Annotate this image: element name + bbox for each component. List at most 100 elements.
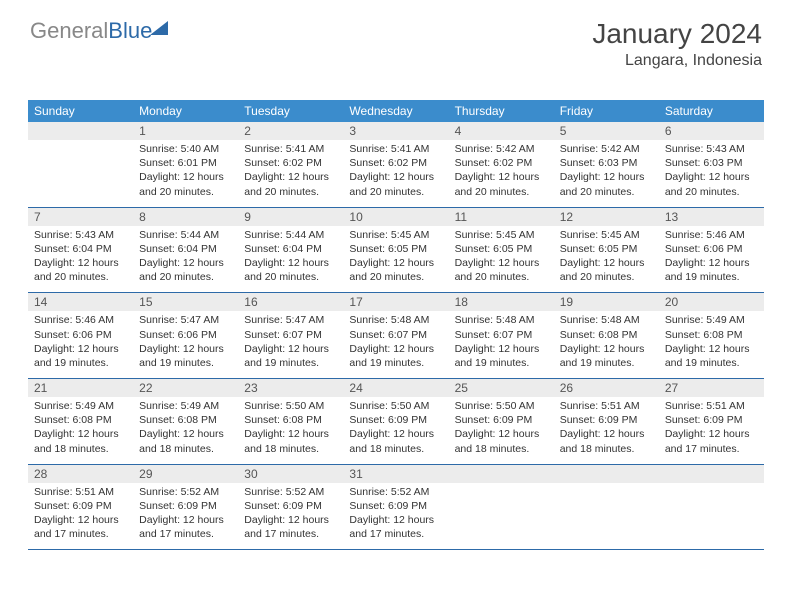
day-number (554, 465, 659, 483)
daylight-line-2: and 20 minutes. (349, 270, 442, 284)
daylight-line-2: and 18 minutes. (244, 442, 337, 456)
calendar-cell: 6Sunrise: 5:43 AMSunset: 6:03 PMDaylight… (659, 122, 764, 207)
day-body: Sunrise: 5:51 AMSunset: 6:09 PMDaylight:… (28, 483, 133, 550)
calendar-cell (28, 122, 133, 207)
daylight-line-2: and 19 minutes. (560, 356, 653, 370)
logo-part1: General (30, 18, 108, 43)
daylight-line-2: and 20 minutes. (560, 270, 653, 284)
daylight-line-1: Daylight: 12 hours (139, 513, 232, 527)
day-number: 12 (554, 208, 659, 226)
daylight-line-2: and 19 minutes. (139, 356, 232, 370)
page-title: January 2024 (592, 18, 762, 50)
daylight-line-1: Daylight: 12 hours (560, 342, 653, 356)
daylight-line-2: and 20 minutes. (244, 270, 337, 284)
daylight-line-2: and 20 minutes. (139, 270, 232, 284)
day-number: 4 (449, 122, 554, 140)
day-number: 28 (28, 465, 133, 483)
calendar-cell: 17Sunrise: 5:48 AMSunset: 6:07 PMDayligh… (343, 293, 448, 378)
daylight-line-1: Daylight: 12 hours (560, 256, 653, 270)
daylight-line-2: and 20 minutes. (455, 185, 548, 199)
logo: GeneralBlue (30, 18, 168, 44)
calendar: Sunday Monday Tuesday Wednesday Thursday… (28, 100, 764, 550)
calendar-cell: 19Sunrise: 5:48 AMSunset: 6:08 PMDayligh… (554, 293, 659, 378)
daylight-line-2: and 17 minutes. (349, 527, 442, 541)
logo-triangle-icon (150, 21, 168, 35)
daylight-line-2: and 20 minutes. (34, 270, 127, 284)
daylight-line-2: and 17 minutes. (139, 527, 232, 541)
day-number: 3 (343, 122, 448, 140)
day-header-tue: Tuesday (238, 100, 343, 122)
sunset-line: Sunset: 6:06 PM (34, 328, 127, 342)
daylight-line-2: and 19 minutes. (665, 270, 758, 284)
day-number: 6 (659, 122, 764, 140)
daylight-line-1: Daylight: 12 hours (665, 170, 758, 184)
day-body: Sunrise: 5:46 AMSunset: 6:06 PMDaylight:… (659, 226, 764, 293)
day-body: Sunrise: 5:46 AMSunset: 6:06 PMDaylight:… (28, 311, 133, 378)
day-number: 1 (133, 122, 238, 140)
daylight-line-1: Daylight: 12 hours (34, 427, 127, 441)
sunrise-line: Sunrise: 5:42 AM (560, 142, 653, 156)
day-number: 30 (238, 465, 343, 483)
daylight-line-2: and 20 minutes. (349, 185, 442, 199)
daylight-line-1: Daylight: 12 hours (560, 170, 653, 184)
daylight-line-1: Daylight: 12 hours (560, 427, 653, 441)
day-body: Sunrise: 5:50 AMSunset: 6:08 PMDaylight:… (238, 397, 343, 464)
day-body (659, 483, 764, 533)
daylight-line-2: and 18 minutes. (139, 442, 232, 456)
daylight-line-2: and 17 minutes. (244, 527, 337, 541)
day-number (449, 465, 554, 483)
sunrise-line: Sunrise: 5:47 AM (139, 313, 232, 327)
day-number: 26 (554, 379, 659, 397)
day-body: Sunrise: 5:44 AMSunset: 6:04 PMDaylight:… (238, 226, 343, 293)
day-body: Sunrise: 5:47 AMSunset: 6:06 PMDaylight:… (133, 311, 238, 378)
sunset-line: Sunset: 6:07 PM (349, 328, 442, 342)
day-number: 2 (238, 122, 343, 140)
daylight-line-1: Daylight: 12 hours (455, 256, 548, 270)
day-header-sat: Saturday (659, 100, 764, 122)
calendar-week: 1Sunrise: 5:40 AMSunset: 6:01 PMDaylight… (28, 122, 764, 208)
sunrise-line: Sunrise: 5:45 AM (455, 228, 548, 242)
calendar-week: 28Sunrise: 5:51 AMSunset: 6:09 PMDayligh… (28, 465, 764, 551)
calendar-cell: 14Sunrise: 5:46 AMSunset: 6:06 PMDayligh… (28, 293, 133, 378)
day-number: 25 (449, 379, 554, 397)
daylight-line-1: Daylight: 12 hours (34, 342, 127, 356)
sunrise-line: Sunrise: 5:45 AM (560, 228, 653, 242)
calendar-cell: 28Sunrise: 5:51 AMSunset: 6:09 PMDayligh… (28, 465, 133, 550)
day-body: Sunrise: 5:51 AMSunset: 6:09 PMDaylight:… (554, 397, 659, 464)
calendar-cell: 26Sunrise: 5:51 AMSunset: 6:09 PMDayligh… (554, 379, 659, 464)
calendar-cell: 13Sunrise: 5:46 AMSunset: 6:06 PMDayligh… (659, 208, 764, 293)
sunrise-line: Sunrise: 5:51 AM (34, 485, 127, 499)
sunset-line: Sunset: 6:08 PM (665, 328, 758, 342)
daylight-line-2: and 18 minutes. (349, 442, 442, 456)
daylight-line-2: and 19 minutes. (349, 356, 442, 370)
day-number: 21 (28, 379, 133, 397)
day-body: Sunrise: 5:50 AMSunset: 6:09 PMDaylight:… (449, 397, 554, 464)
sunset-line: Sunset: 6:06 PM (665, 242, 758, 256)
day-body: Sunrise: 5:45 AMSunset: 6:05 PMDaylight:… (554, 226, 659, 293)
calendar-week: 21Sunrise: 5:49 AMSunset: 6:08 PMDayligh… (28, 379, 764, 465)
sunrise-line: Sunrise: 5:44 AM (139, 228, 232, 242)
logo-text: GeneralBlue (30, 18, 152, 44)
day-number: 22 (133, 379, 238, 397)
day-header-fri: Friday (554, 100, 659, 122)
day-number: 17 (343, 293, 448, 311)
daylight-line-1: Daylight: 12 hours (244, 513, 337, 527)
day-number: 18 (449, 293, 554, 311)
sunrise-line: Sunrise: 5:46 AM (665, 228, 758, 242)
sunrise-line: Sunrise: 5:49 AM (665, 313, 758, 327)
sunrise-line: Sunrise: 5:52 AM (139, 485, 232, 499)
daylight-line-1: Daylight: 12 hours (139, 342, 232, 356)
sunset-line: Sunset: 6:02 PM (455, 156, 548, 170)
daylight-line-1: Daylight: 12 hours (665, 256, 758, 270)
day-number: 23 (238, 379, 343, 397)
sunset-line: Sunset: 6:09 PM (349, 499, 442, 513)
sunrise-line: Sunrise: 5:43 AM (34, 228, 127, 242)
day-body: Sunrise: 5:50 AMSunset: 6:09 PMDaylight:… (343, 397, 448, 464)
sunrise-line: Sunrise: 5:41 AM (349, 142, 442, 156)
sunset-line: Sunset: 6:08 PM (34, 413, 127, 427)
daylight-line-2: and 20 minutes. (455, 270, 548, 284)
sunrise-line: Sunrise: 5:48 AM (455, 313, 548, 327)
daylight-line-1: Daylight: 12 hours (244, 170, 337, 184)
sunrise-line: Sunrise: 5:50 AM (455, 399, 548, 413)
calendar-cell: 29Sunrise: 5:52 AMSunset: 6:09 PMDayligh… (133, 465, 238, 550)
